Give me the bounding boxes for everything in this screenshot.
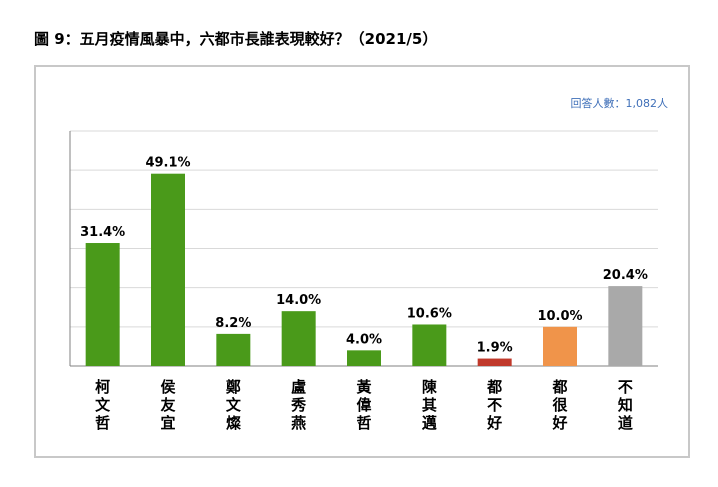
data-label: 14.0% xyxy=(276,293,321,308)
page-title: 圖 9：五月疫情風暴中，六都市長誰表現較好？（2021/5） xyxy=(34,30,438,48)
x-tick-label: 鄭文燦 xyxy=(226,378,242,432)
x-tick-label: 陳其邁 xyxy=(422,378,438,432)
data-label: 1.9% xyxy=(477,341,513,356)
bar xyxy=(543,326,577,366)
bar xyxy=(85,243,120,366)
x-tick-label: 盧秀燕 xyxy=(290,378,307,432)
bar xyxy=(412,324,447,366)
data-label: 20.4% xyxy=(603,268,648,283)
x-tick-label: 都很好 xyxy=(551,378,568,432)
respondent-count: 回答人數：1,082人 xyxy=(570,97,669,110)
data-label: 49.1% xyxy=(145,156,190,171)
x-tick-label: 都不好 xyxy=(486,378,502,432)
chart-frame: 回答人數：1,082人 31.4% 柯文哲 49.1% 侯友宜 8.2% 鄭文燦 14.0%… xyxy=(34,65,690,458)
data-label: 4.0% xyxy=(346,332,382,347)
bar xyxy=(281,311,316,366)
bar xyxy=(608,286,643,366)
data-label: 8.2% xyxy=(215,316,251,331)
x-tick-label: 柯文哲 xyxy=(95,378,111,432)
data-label: 10.6% xyxy=(407,306,452,321)
bar xyxy=(347,350,381,366)
x-tick-label: 黃偉哲 xyxy=(356,378,371,432)
x-tick-label: 不知道 xyxy=(618,378,633,432)
bar xyxy=(477,358,512,366)
bar-chart: 31.4% 柯文哲 49.1% 侯友宜 8.2% 鄭文燦 14.0% 盧秀燕 4.0% 黃偉哲 10… xyxy=(69,130,658,432)
data-label: 31.4% xyxy=(80,225,125,240)
bar xyxy=(151,173,185,366)
data-label: 10.0% xyxy=(537,309,582,324)
bar xyxy=(216,333,251,366)
x-tick-label: 侯友宜 xyxy=(160,378,176,432)
